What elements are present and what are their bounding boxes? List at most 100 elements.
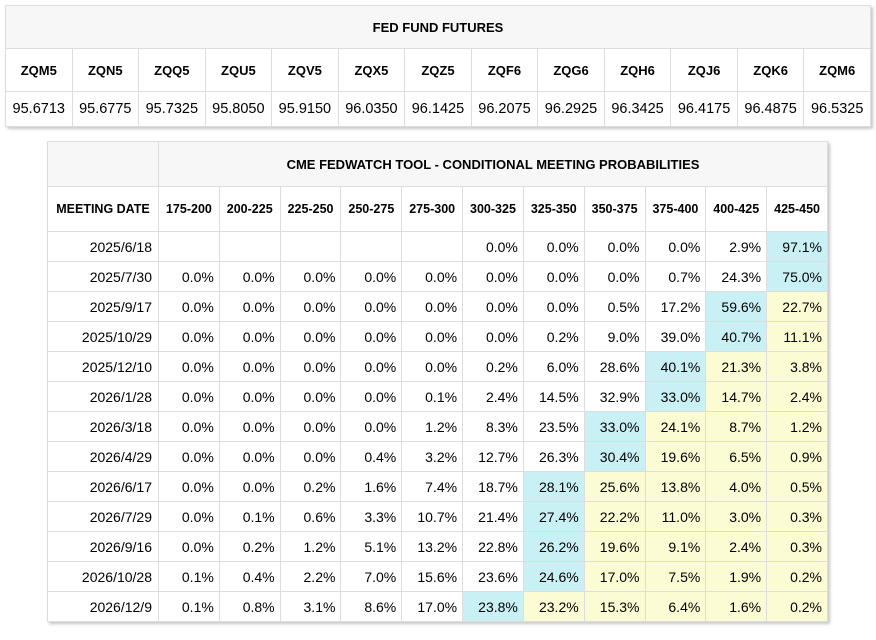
probability-cell: 6.4% xyxy=(644,591,707,622)
probability-cell: 0.6% xyxy=(279,501,342,532)
probability-cell: 0.0% xyxy=(158,501,220,532)
probability-cell-highest: 97.1% xyxy=(766,231,828,262)
probability-cell: 1.9% xyxy=(705,561,768,592)
futures-title: FED FUND FUTURES xyxy=(5,5,871,49)
fedwatch-probabilities-table: CME FEDWATCH TOOL - CONDITIONAL MEETING … xyxy=(47,141,828,622)
probability-cell: 2.4% xyxy=(462,381,524,412)
probability-cell: 2.4% xyxy=(766,381,828,412)
probability-cell: 0.0% xyxy=(644,231,707,262)
probability-cell: 19.6% xyxy=(644,441,707,472)
probability-cell: 1.6% xyxy=(340,471,403,502)
probability-cell: 1.2% xyxy=(766,411,828,442)
probability-cell: 0.0% xyxy=(158,471,220,502)
probability-cell: 0.0% xyxy=(401,351,464,382)
probability-cell: 3.3% xyxy=(340,501,403,532)
futures-contract-zqx5: ZQX5 xyxy=(337,48,406,92)
probability-cell: 0.2% xyxy=(766,561,828,592)
probability-cell: 0.0% xyxy=(583,231,646,262)
probability-cell: 0.0% xyxy=(401,261,464,292)
probability-cell: 10.7% xyxy=(401,501,464,532)
meeting-row: 2026/4/29 0.0% 0.0% 0.0% 0.4% 3.2% 12.7% 26.3% 3… xyxy=(47,441,828,472)
probability-cell: 9.1% xyxy=(644,531,707,562)
probability-cell: 2.4% xyxy=(705,531,768,562)
probability-cell: 23.5% xyxy=(522,411,585,442)
probability-cell xyxy=(218,231,281,262)
futures-contract-zqm5: ZQM5 xyxy=(5,48,73,92)
probability-cell: 17.0% xyxy=(583,561,646,592)
probability-cell: 0.0% xyxy=(279,441,342,472)
probability-cell: 0.3% xyxy=(766,501,828,532)
meeting-row: 2026/1/28 0.0% 0.0% 0.0% 0.0% 0.1% 2.4% 14.5% 32… xyxy=(47,381,828,412)
probability-cell xyxy=(158,231,220,262)
probability-cell: 0.0% xyxy=(279,411,342,442)
fedwatch-range-header-row: MEETING DATE 175-200 200-225 225-250 250-27… xyxy=(47,186,828,232)
rate-range-header: 300-325 xyxy=(462,186,524,232)
probability-cell: 0.0% xyxy=(279,321,342,352)
probability-cell: 0.5% xyxy=(766,471,828,502)
probability-cell: 0.0% xyxy=(279,351,342,382)
futures-contract-header-row: ZQM5 ZQN5 ZQQ5 ZQU5 ZQV5 ZQX5 ZQZ5 ZQF6 ZQG6 ZQH6… xyxy=(5,48,871,92)
probability-cell: 15.6% xyxy=(401,561,464,592)
fed-fund-futures-table: FED FUND FUTURES ZQM5 ZQN5 ZQQ5 ZQU5 ZQV5 ZQX… xyxy=(5,5,871,127)
probability-cell: 0.4% xyxy=(218,561,281,592)
probability-cell: 0.0% xyxy=(158,291,220,322)
meeting-date: 2026/6/17 xyxy=(47,471,159,502)
rate-range-header: 200-225 xyxy=(218,186,281,232)
futures-price: 95.6713 xyxy=(5,91,73,127)
probability-cell: 3.8% xyxy=(766,351,828,382)
meeting-date: 2025/6/18 xyxy=(47,231,159,262)
meeting-date: 2026/10/28 xyxy=(47,561,159,592)
meeting-row: 2025/6/18 0.0% 0.0% 0.0% 0.0% 2.9% 97.1% xyxy=(47,231,828,262)
futures-price: 96.4175 xyxy=(670,91,738,127)
futures-price: 95.9150 xyxy=(271,91,339,127)
rate-range-header: 425-450 xyxy=(766,186,828,232)
probability-cell: 13.8% xyxy=(644,471,707,502)
probability-cell: 2.2% xyxy=(279,561,342,592)
probability-cell: 0.0% xyxy=(340,261,403,292)
probability-cell-highest: 59.6% xyxy=(705,291,768,322)
probability-cell: 9.0% xyxy=(583,321,646,352)
probability-cell: 0.0% xyxy=(158,531,220,562)
probability-cell: 0.0% xyxy=(158,381,220,412)
probability-cell: 0.0% xyxy=(462,261,524,292)
meeting-row: 2025/12/10 0.0% 0.0% 0.0% 0.0% 0.0% 0.2% 6.0% 28… xyxy=(47,351,828,382)
probability-cell: 14.5% xyxy=(522,381,585,412)
probability-cell: 22.2% xyxy=(583,501,646,532)
rate-range-header: 400-425 xyxy=(705,186,768,232)
meeting-date: 2025/9/17 xyxy=(47,291,159,322)
meeting-date: 2026/1/28 xyxy=(47,381,159,412)
probability-cell-highest: 24.6% xyxy=(522,561,585,592)
probability-cell-highest: 30.4% xyxy=(583,441,646,472)
futures-price-row: 95.6713 95.6775 95.7325 95.8050 95.9150 96.03… xyxy=(5,91,871,127)
probability-cell: 0.0% xyxy=(218,261,281,292)
probability-cell: 0.0% xyxy=(158,351,220,382)
probability-cell-highest: 40.1% xyxy=(644,351,707,382)
probability-cell: 21.4% xyxy=(462,501,524,532)
futures-contract-zqh6: ZQH6 xyxy=(603,48,672,92)
probability-cell: 0.0% xyxy=(401,321,464,352)
futures-contract-zqq5: ZQQ5 xyxy=(138,48,206,92)
meeting-row: 2026/10/28 0.1% 0.4% 2.2% 7.0% 15.6% 23.6% 24.6… xyxy=(47,561,828,592)
probability-cell: 0.0% xyxy=(158,441,220,472)
meeting-row: 2026/3/18 0.0% 0.0% 0.0% 0.0% 1.2% 8.3% 23.5% 33… xyxy=(47,411,828,442)
probability-cell-highest: 33.0% xyxy=(583,411,646,442)
probability-cell: 14.7% xyxy=(705,381,768,412)
probability-cell: 0.0% xyxy=(279,291,342,322)
probability-cell: 0.0% xyxy=(340,351,403,382)
futures-price: 95.7325 xyxy=(138,91,206,127)
meeting-row: 2026/9/16 0.0% 0.2% 1.2% 5.1% 13.2% 22.8% 26.2%… xyxy=(47,531,828,562)
probability-cell: 17.0% xyxy=(401,591,464,622)
probability-cell: 0.0% xyxy=(340,321,403,352)
probability-cell: 0.1% xyxy=(401,381,464,412)
probability-cell-highest: 75.0% xyxy=(766,261,828,292)
probability-cell: 26.3% xyxy=(522,441,585,472)
futures-contract-zqm6: ZQM6 xyxy=(803,48,871,92)
probability-cell: 0.0% xyxy=(218,381,281,412)
meeting-date: 2026/9/16 xyxy=(47,531,159,562)
probability-cell: 23.6% xyxy=(462,561,524,592)
probability-cell: 0.0% xyxy=(158,411,220,442)
meeting-date: 2026/4/29 xyxy=(47,441,159,472)
probability-cell: 0.2% xyxy=(522,321,585,352)
probability-cell: 0.0% xyxy=(158,261,220,292)
fedwatch-title: CME FEDWATCH TOOL - CONDITIONAL MEETING … xyxy=(158,141,828,187)
